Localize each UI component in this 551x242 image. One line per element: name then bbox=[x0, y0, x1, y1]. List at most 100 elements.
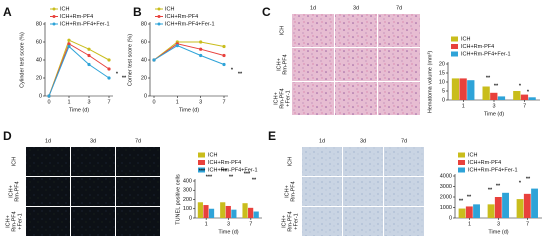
micrograph bbox=[384, 147, 424, 176]
legend-label: ICH+Rm-PF4 bbox=[60, 14, 93, 20]
panel-label: A bbox=[3, 5, 12, 19]
row-label: Rm-PF4 bbox=[282, 54, 288, 74]
data-point bbox=[199, 53, 203, 58]
significance: ** bbox=[467, 194, 472, 200]
panel-label: E bbox=[268, 129, 276, 143]
micrograph bbox=[335, 14, 377, 47]
x-tick-label: 1 bbox=[462, 103, 465, 109]
y-tick-label: 15 bbox=[439, 70, 445, 76]
x-tick-label: 7 bbox=[107, 99, 110, 105]
micrograph bbox=[292, 48, 334, 81]
significance: ** bbox=[122, 75, 127, 81]
significance: * bbox=[527, 89, 530, 95]
x-axis-label: Time (d) bbox=[69, 107, 89, 113]
y-tick-label: 0 bbox=[442, 97, 445, 103]
significance: ** bbox=[459, 198, 464, 204]
data-point bbox=[175, 44, 179, 48]
bar bbox=[451, 78, 460, 100]
bar bbox=[520, 94, 529, 100]
legend-marker bbox=[52, 7, 56, 11]
bar bbox=[465, 206, 473, 218]
y-axis-label: Hematoma volume (mm³) bbox=[427, 51, 433, 114]
y-tick-label: 20 bbox=[36, 75, 42, 81]
x-tick-label: 1 bbox=[468, 221, 471, 227]
series-line bbox=[48, 39, 110, 97]
row-label: Rm-PF4 bbox=[279, 88, 285, 108]
legend-marker bbox=[52, 22, 56, 26]
legend-swatch bbox=[451, 44, 458, 49]
data-point bbox=[67, 44, 71, 49]
legend-label: ICH+Rm-PF4+Fer-1 bbox=[60, 21, 110, 27]
y-tick-label: 4000 bbox=[440, 173, 452, 179]
legend-swatch bbox=[458, 152, 465, 158]
legend-label: ICH+Rm-PF4+Fer-1 bbox=[208, 167, 258, 173]
micrograph bbox=[116, 147, 160, 176]
micrograph bbox=[26, 177, 70, 206]
column-label: 7d bbox=[401, 138, 407, 144]
micrograph bbox=[302, 177, 342, 206]
data-point bbox=[87, 62, 91, 67]
legend-marker bbox=[157, 22, 161, 26]
y-tick-label: 40 bbox=[36, 57, 42, 63]
data-point bbox=[67, 42, 71, 46]
bar bbox=[231, 209, 237, 218]
x-tick-label: 7 bbox=[222, 99, 225, 105]
legend-label: ICH bbox=[165, 6, 175, 12]
y-tick-label: 400 bbox=[183, 178, 192, 184]
row-label: ICH bbox=[279, 26, 285, 36]
legend-label: ICH+Rm-PF4+Fer-1 bbox=[461, 51, 511, 57]
y-axis-label: Cylinder test score (%) bbox=[19, 32, 25, 88]
legend-label: ICH bbox=[208, 152, 218, 158]
micrograph bbox=[71, 207, 115, 236]
micrograph bbox=[378, 82, 420, 115]
y-tick-label: 3000 bbox=[440, 184, 452, 190]
panel-label: D bbox=[3, 129, 12, 143]
row-label: Rm-PF4 bbox=[14, 181, 20, 201]
significance: ** bbox=[252, 177, 257, 183]
y-tick-label: 200 bbox=[183, 197, 192, 203]
micrograph bbox=[335, 48, 377, 81]
data-point bbox=[199, 47, 203, 51]
x-tick-label: 7 bbox=[526, 221, 529, 227]
significance: *** bbox=[244, 171, 251, 177]
y-axis-label: TUNEL positive cells bbox=[175, 174, 181, 225]
legend-label: ICH+Rm-PF4 bbox=[468, 160, 501, 166]
legend-label: ICH+Rm-PF4 bbox=[461, 44, 494, 50]
micrograph bbox=[302, 207, 342, 236]
y-tick-label: 1000 bbox=[440, 205, 452, 211]
micrograph bbox=[378, 14, 420, 47]
x-tick-label: 7 bbox=[523, 103, 526, 109]
x-axis-label: Time (d) bbox=[218, 229, 238, 235]
series-line bbox=[48, 45, 110, 97]
column-label: 1d bbox=[45, 138, 51, 144]
series-line bbox=[153, 41, 225, 61]
row-label: ICH+ bbox=[273, 92, 279, 105]
column-label: 3d bbox=[90, 138, 96, 144]
micrograph bbox=[343, 147, 383, 176]
bar bbox=[248, 207, 254, 218]
legend-marker bbox=[157, 15, 161, 18]
micrograph bbox=[292, 14, 334, 47]
bar bbox=[497, 96, 506, 100]
y-tick-label: 80 bbox=[36, 21, 42, 27]
x-tick-label: 1 bbox=[176, 99, 179, 105]
micrograph bbox=[71, 147, 115, 176]
y-tick-label: 80 bbox=[141, 21, 147, 27]
data-point bbox=[107, 67, 111, 71]
x-axis-label: Time (d) bbox=[488, 229, 508, 235]
bar bbox=[531, 188, 538, 218]
y-tick-label: 5 bbox=[442, 88, 445, 94]
row-label: ICH+ bbox=[8, 185, 14, 198]
row-label: +Fer-1 bbox=[293, 213, 299, 229]
y-tick-label: 100 bbox=[183, 206, 192, 212]
data-point bbox=[222, 62, 226, 67]
legend-marker bbox=[52, 15, 56, 18]
significance: ** bbox=[488, 187, 493, 193]
bar bbox=[459, 78, 467, 100]
data-point bbox=[222, 53, 226, 58]
series-line bbox=[153, 43, 225, 61]
significance: ** bbox=[526, 176, 531, 182]
x-tick-label: 3 bbox=[497, 221, 500, 227]
bar bbox=[208, 208, 215, 218]
y-tick-label: 0 bbox=[189, 215, 192, 221]
